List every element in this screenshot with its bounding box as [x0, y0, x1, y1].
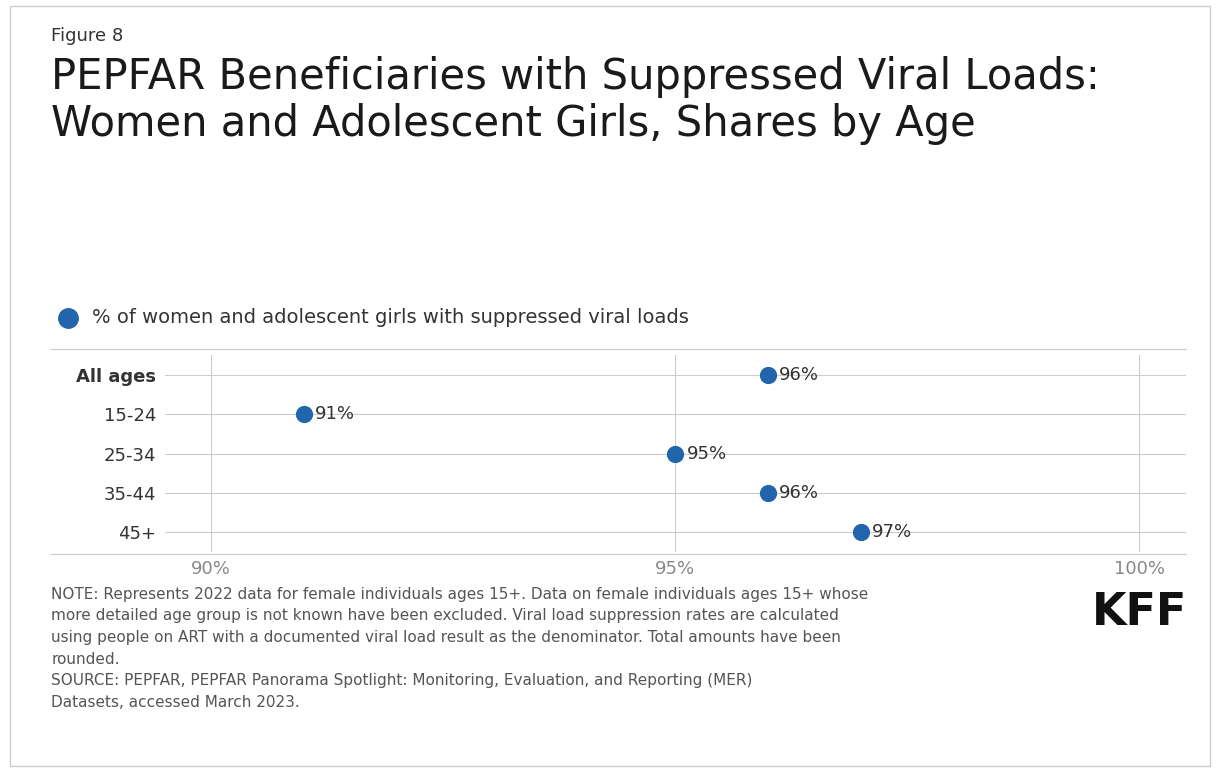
- Text: PEPFAR Beneficiaries with Suppressed Viral Loads:
Women and Adolescent Girls, Sh: PEPFAR Beneficiaries with Suppressed Vir…: [51, 56, 1100, 144]
- Text: % of women and adolescent girls with suppressed viral loads: % of women and adolescent girls with sup…: [92, 308, 688, 327]
- Point: [294, 408, 314, 420]
- Text: Figure 8: Figure 8: [51, 27, 123, 45]
- Text: NOTE: Represents 2022 data for female individuals ages 15+. Data on female indiv: NOTE: Represents 2022 data for female in…: [51, 587, 869, 709]
- Text: 96%: 96%: [780, 484, 820, 502]
- Point: [665, 447, 684, 459]
- Point: [759, 487, 778, 499]
- Text: 91%: 91%: [315, 405, 355, 423]
- Text: 95%: 95%: [687, 445, 727, 462]
- Text: KFF: KFF: [1092, 591, 1187, 634]
- Point: [759, 368, 778, 381]
- Text: 97%: 97%: [872, 523, 913, 541]
- Point: [852, 527, 871, 539]
- Text: 96%: 96%: [780, 366, 820, 384]
